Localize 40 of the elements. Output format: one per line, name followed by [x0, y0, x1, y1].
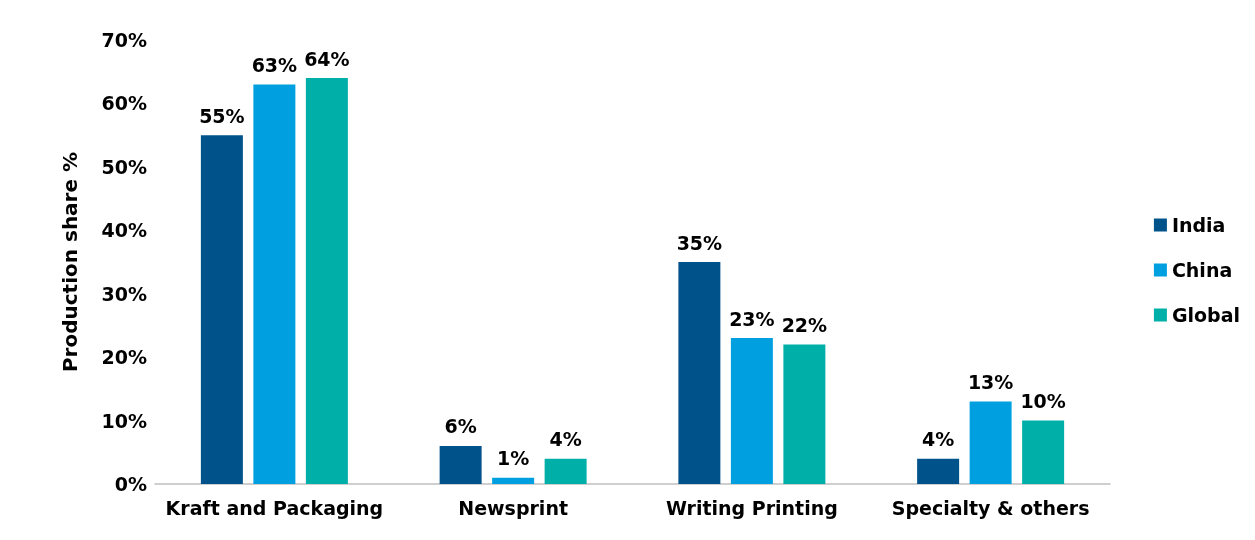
bar: [678, 262, 721, 484]
y-tick-label: 70%: [101, 29, 147, 51]
x-tick-label: Writing Printing: [665, 496, 838, 519]
y-axis-title: Production share %: [58, 151, 82, 373]
bar: [200, 135, 243, 484]
data-label: 64%: [304, 47, 350, 70]
y-tick-label: 60%: [101, 92, 147, 115]
x-tick-label: Newsprint: [458, 496, 568, 519]
y-tick-label: 30%: [101, 282, 147, 305]
data-label: 23%: [729, 307, 775, 330]
legend-label: Global: [1171, 304, 1241, 326]
bar: [783, 344, 826, 484]
legend-label: China: [1171, 259, 1233, 281]
x-tick-label: Specialty & others: [891, 496, 1090, 519]
data-label: 6%: [444, 415, 477, 438]
bar: [730, 338, 773, 484]
data-label: 1%: [496, 447, 530, 470]
y-tick-label: 50%: [101, 155, 147, 178]
y-tick-label: 20%: [101, 346, 147, 369]
data-label: 22%: [781, 313, 828, 336]
bar: [439, 445, 482, 484]
data-label: 10%: [1020, 390, 1066, 413]
bar: [917, 458, 960, 484]
y-tick-label: 10%: [101, 409, 147, 432]
bar: [544, 458, 587, 484]
bar: [969, 401, 1012, 484]
y-tick-label: 40%: [101, 219, 147, 242]
bar: [253, 84, 296, 484]
bar: [305, 78, 348, 484]
data-label: 35%: [676, 231, 723, 254]
data-label: 4%: [921, 428, 955, 451]
data-label: 13%: [967, 371, 1014, 394]
legend-label: India: [1171, 214, 1226, 236]
bar: [492, 477, 535, 484]
x-tick-label: Kraft and Packaging: [165, 496, 384, 519]
data-label: 63%: [251, 53, 298, 76]
y-tick-label: 0%: [114, 473, 147, 495]
bar: [1022, 420, 1065, 484]
data-label: 4%: [549, 428, 582, 451]
data-label: 55%: [199, 104, 245, 127]
